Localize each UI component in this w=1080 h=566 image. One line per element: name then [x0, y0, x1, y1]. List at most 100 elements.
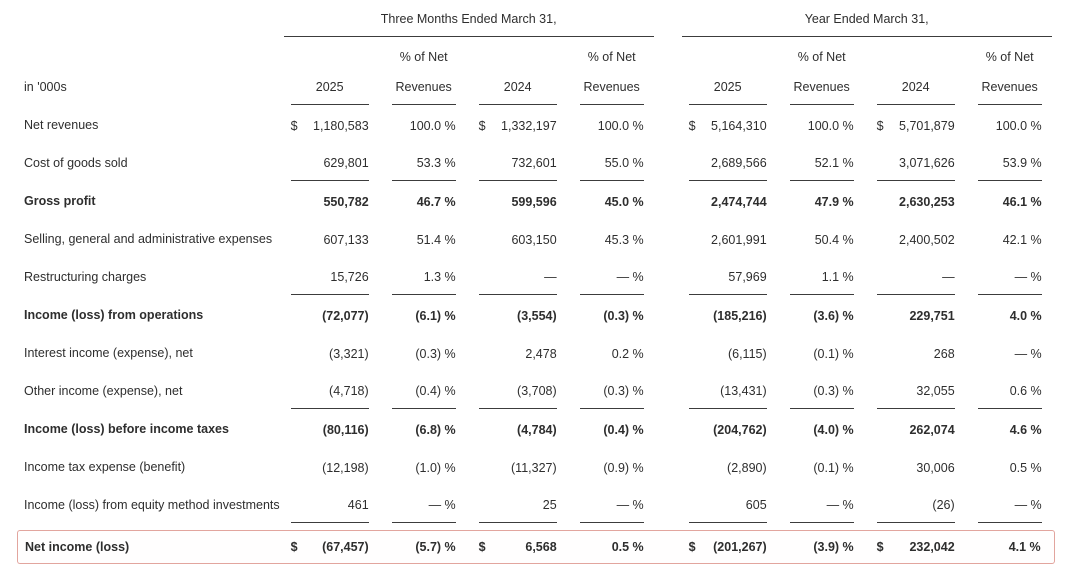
year-header: 2024 [867, 67, 965, 105]
amount-cell: 2,601,991 [711, 233, 767, 247]
group-gap [657, 371, 679, 409]
amount-cell: 262,074 [909, 423, 955, 437]
row-label: Net income (loss) [17, 530, 281, 564]
empty-cell [469, 38, 567, 67]
percent-cell: — % [777, 485, 867, 523]
period-group-header-row: Three Months Ended March 31, Year Ended … [17, 6, 1055, 38]
amount-cell: 57,969 [679, 257, 777, 295]
amount-cell: 603,150 [511, 233, 557, 247]
percent-cell: (5.7) % [378, 530, 469, 564]
amount-cell: 2,400,502 [899, 233, 955, 247]
currency-symbol: $ [478, 540, 486, 554]
group-gap [657, 257, 679, 295]
year-header: 2025 [281, 67, 379, 105]
percent-cell: (0.9) % [603, 461, 644, 475]
amount-cell: (80,116) [322, 423, 369, 437]
row-label: Selling, general and administrative expe… [24, 232, 273, 246]
amount-cell: (3,708) [469, 371, 567, 409]
percent-cell: (0.4) % [379, 371, 469, 409]
currency-symbol: $ [688, 540, 696, 554]
currency-symbol: $ [688, 119, 696, 133]
percent-cell: 100.0 % [807, 119, 854, 133]
percent-cell: 4.0 % [1009, 309, 1042, 323]
percent-cell: (0.1) % [813, 347, 854, 361]
pct-header: Revenues [379, 67, 469, 105]
amount-cell: 605 [679, 485, 777, 523]
empty-cell [17, 38, 281, 67]
percent-cell: (3.9) % [776, 530, 867, 564]
empty-cell [17, 6, 281, 38]
amount-cell: (12,198) [322, 461, 369, 475]
row-label: Income (loss) from equity method investm… [24, 498, 280, 512]
amount-cell: $1,332,197 [478, 119, 557, 133]
group-gap [657, 219, 679, 257]
percent-cell: 0.5 % [566, 530, 657, 564]
percent-cell: 47.9 % [814, 195, 854, 209]
income-statement-table: Three Months Ended March 31, Year Ended … [17, 6, 1055, 564]
amount-cell: 461 [281, 485, 379, 523]
amount-cell: (4,718) [281, 371, 379, 409]
amount-cell: (72,077) [322, 309, 369, 323]
percent-cell: — % [965, 257, 1055, 295]
empty-cell [281, 38, 379, 67]
row-label: Income (loss) from operations [24, 308, 204, 322]
amount-cell: 629,801 [281, 143, 379, 181]
amount-cell: (3,321) [329, 347, 369, 361]
row-label: Restructuring charges [24, 270, 147, 284]
amount-cell: (185,216) [713, 309, 767, 323]
percent-cell: 46.7 % [416, 195, 456, 209]
period-group-label: Three Months Ended March 31, [283, 12, 654, 37]
table-row: Restructuring charges 15,726 1.3 % — — %… [17, 257, 1055, 295]
group-gap [657, 295, 679, 333]
group-gap [657, 6, 679, 38]
percent-cell: 50.4 % [814, 233, 854, 247]
percent-cell: 0.2 % [611, 347, 644, 361]
table-row: Cost of goods sold 629,801 53.3 % 732,60… [17, 143, 1055, 181]
amount-cell: (3,554) [517, 309, 557, 323]
percent-cell: 55.0 % [567, 143, 657, 181]
row-label: Other income (expense), net [24, 384, 183, 398]
amount-cell: 2,478 [525, 347, 557, 361]
amount-cell: (6,115) [727, 347, 767, 361]
amount-cell: (13,431) [679, 371, 777, 409]
amount-cell: 30,006 [916, 461, 955, 475]
amount-cell: (204,762) [713, 423, 767, 437]
amount-cell: $ (201,267) [678, 530, 777, 564]
pct-header: Revenues [965, 67, 1055, 105]
group-gap [657, 38, 679, 67]
group-gap [657, 143, 679, 181]
amount-cell: — [469, 257, 567, 295]
percent-cell: 42.1 % [1002, 233, 1042, 247]
percent-cell: 51.4 % [416, 233, 456, 247]
percent-cell: 45.3 % [604, 233, 644, 247]
amount-cell: 32,055 [867, 371, 965, 409]
amount-cell: 229,751 [909, 309, 955, 323]
empty-cell [679, 38, 777, 67]
amount-cell: $232,042 [866, 530, 965, 564]
percent-cell: 4.1 % [964, 530, 1055, 564]
percent-cell: (4.0) % [813, 423, 854, 437]
group-gap [657, 409, 679, 447]
amount-cell: 15,726 [281, 257, 379, 295]
row-label: Income tax expense (benefit) [24, 460, 186, 474]
percent-cell: (0.3) % [603, 309, 644, 323]
column-header-row: in '000s 2025 Revenues 2024 Revenues 202… [17, 67, 1055, 105]
pct-header: % of Net [797, 50, 846, 64]
group-gap [657, 67, 679, 105]
percent-cell: 53.3 % [379, 143, 469, 181]
pct-header: % of Net [985, 50, 1034, 64]
currency-symbol: $ [876, 540, 884, 554]
table-row: Other income (expense), net (4,718) (0.4… [17, 371, 1055, 409]
amount-cell: 732,601 [469, 143, 567, 181]
percent-cell: 4.6 % [1009, 423, 1042, 437]
percent-cell: (6.8) % [415, 423, 456, 437]
period-group-year: Year Ended March 31, [679, 6, 1055, 38]
empty-cell [867, 38, 965, 67]
percent-cell: 52.1 % [777, 143, 867, 181]
percent-cell: (0.4) % [603, 423, 644, 437]
amount-cell: (2,890) [727, 461, 767, 475]
group-gap [657, 181, 679, 219]
percent-cell: (1.0) % [415, 461, 456, 475]
percent-cell: 53.9 % [965, 143, 1055, 181]
net-income-total-row: Net income (loss) $ (67,457) (5.7) % $6,5… [17, 530, 1055, 564]
